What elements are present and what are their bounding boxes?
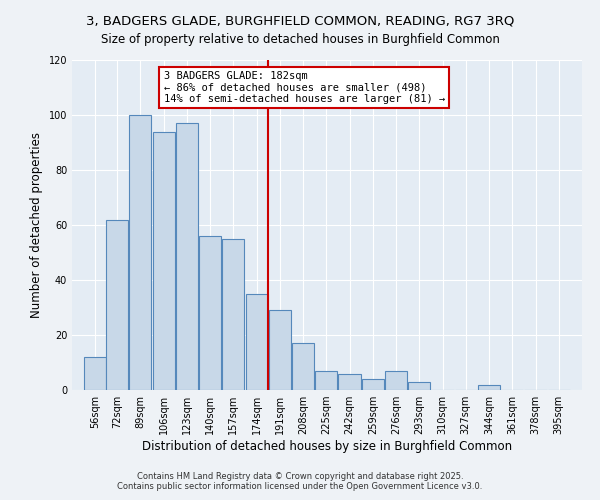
Text: 3 BADGERS GLADE: 182sqm
← 86% of detached houses are smaller (498)
14% of semi-d: 3 BADGERS GLADE: 182sqm ← 86% of detache… [164, 71, 445, 104]
Bar [362, 379, 384, 390]
Bar [245, 294, 268, 390]
Text: Contains public sector information licensed under the Open Government Licence v3: Contains public sector information licen… [118, 482, 482, 491]
Bar [478, 384, 500, 390]
Text: Contains HM Land Registry data © Crown copyright and database right 2025.: Contains HM Land Registry data © Crown c… [137, 472, 463, 481]
Bar [176, 123, 198, 390]
Bar [152, 132, 175, 390]
Bar [222, 239, 244, 390]
Bar [385, 371, 407, 390]
Bar [315, 371, 337, 390]
Bar [338, 374, 361, 390]
Y-axis label: Number of detached properties: Number of detached properties [30, 132, 43, 318]
Bar [269, 310, 291, 390]
Bar [129, 115, 151, 390]
Bar [408, 382, 430, 390]
Bar [84, 357, 106, 390]
Bar [292, 343, 314, 390]
Text: 3, BADGERS GLADE, BURGHFIELD COMMON, READING, RG7 3RQ: 3, BADGERS GLADE, BURGHFIELD COMMON, REA… [86, 15, 514, 28]
Text: Size of property relative to detached houses in Burghfield Common: Size of property relative to detached ho… [101, 32, 499, 46]
X-axis label: Distribution of detached houses by size in Burghfield Common: Distribution of detached houses by size … [142, 440, 512, 453]
Bar [106, 220, 128, 390]
Bar [199, 236, 221, 390]
